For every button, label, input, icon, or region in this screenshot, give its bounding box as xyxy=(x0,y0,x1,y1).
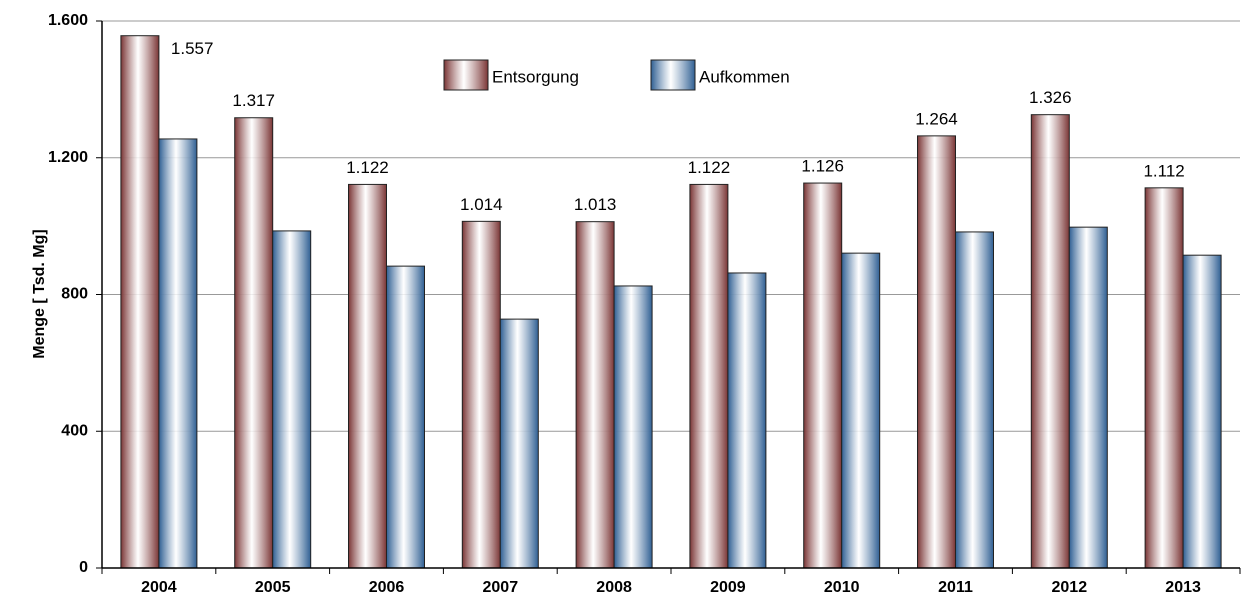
bar xyxy=(234,117,274,569)
data-label: 1.112 xyxy=(1143,161,1184,180)
data-label: 1.122 xyxy=(346,158,389,177)
bar xyxy=(689,183,729,569)
bar xyxy=(1030,114,1070,569)
y-axis-label: Menge [ Tsd. Mg] xyxy=(31,229,48,358)
data-label: 1.013 xyxy=(574,195,617,214)
x-tick-label: 2007 xyxy=(483,579,519,596)
x-tick-label: 2010 xyxy=(824,579,860,596)
y-tick-label: 800 xyxy=(61,286,88,303)
data-label: 1.326 xyxy=(1029,88,1072,107)
data-label: 1.317 xyxy=(232,91,275,110)
x-tick-label: 2009 xyxy=(710,579,746,596)
bar xyxy=(499,318,539,569)
bar xyxy=(158,138,198,569)
x-tick-label: 2006 xyxy=(369,579,405,596)
bar xyxy=(1068,226,1108,569)
y-tick-label: 1.600 xyxy=(48,12,88,29)
data-label: 1.126 xyxy=(801,157,844,176)
legend-label: Entsorgung xyxy=(492,67,579,86)
bar xyxy=(727,272,767,569)
bar xyxy=(1182,254,1222,569)
bar xyxy=(613,285,653,569)
x-tick-label: 2011 xyxy=(938,579,973,596)
bar xyxy=(120,35,160,569)
x-tick-label: 2005 xyxy=(255,579,291,596)
data-label: 1.122 xyxy=(688,158,731,177)
bar xyxy=(272,230,312,569)
y-tick-label: 1.200 xyxy=(48,149,88,166)
data-label: 1.557 xyxy=(171,39,214,58)
bar xyxy=(348,183,387,569)
y-tick-label: 400 xyxy=(61,422,88,439)
bar xyxy=(575,221,615,569)
legend-swatch xyxy=(443,59,489,91)
legend-swatch xyxy=(650,59,696,91)
x-tick-label: 2012 xyxy=(1052,579,1088,596)
bar xyxy=(841,252,881,569)
legend-label: Aufkommen xyxy=(699,67,790,86)
x-tick-label: 2004 xyxy=(141,579,177,596)
data-label: 1.014 xyxy=(460,195,503,214)
bar xyxy=(386,265,425,569)
bar xyxy=(461,220,501,569)
bar xyxy=(955,231,994,569)
x-tick-label: 2013 xyxy=(1165,579,1201,596)
x-tick-label: 2008 xyxy=(596,579,632,596)
y-tick-label: 0 xyxy=(79,559,88,576)
bar xyxy=(803,182,843,569)
data-label: 1.264 xyxy=(915,109,958,128)
bar xyxy=(1144,187,1184,569)
bar xyxy=(917,135,956,569)
